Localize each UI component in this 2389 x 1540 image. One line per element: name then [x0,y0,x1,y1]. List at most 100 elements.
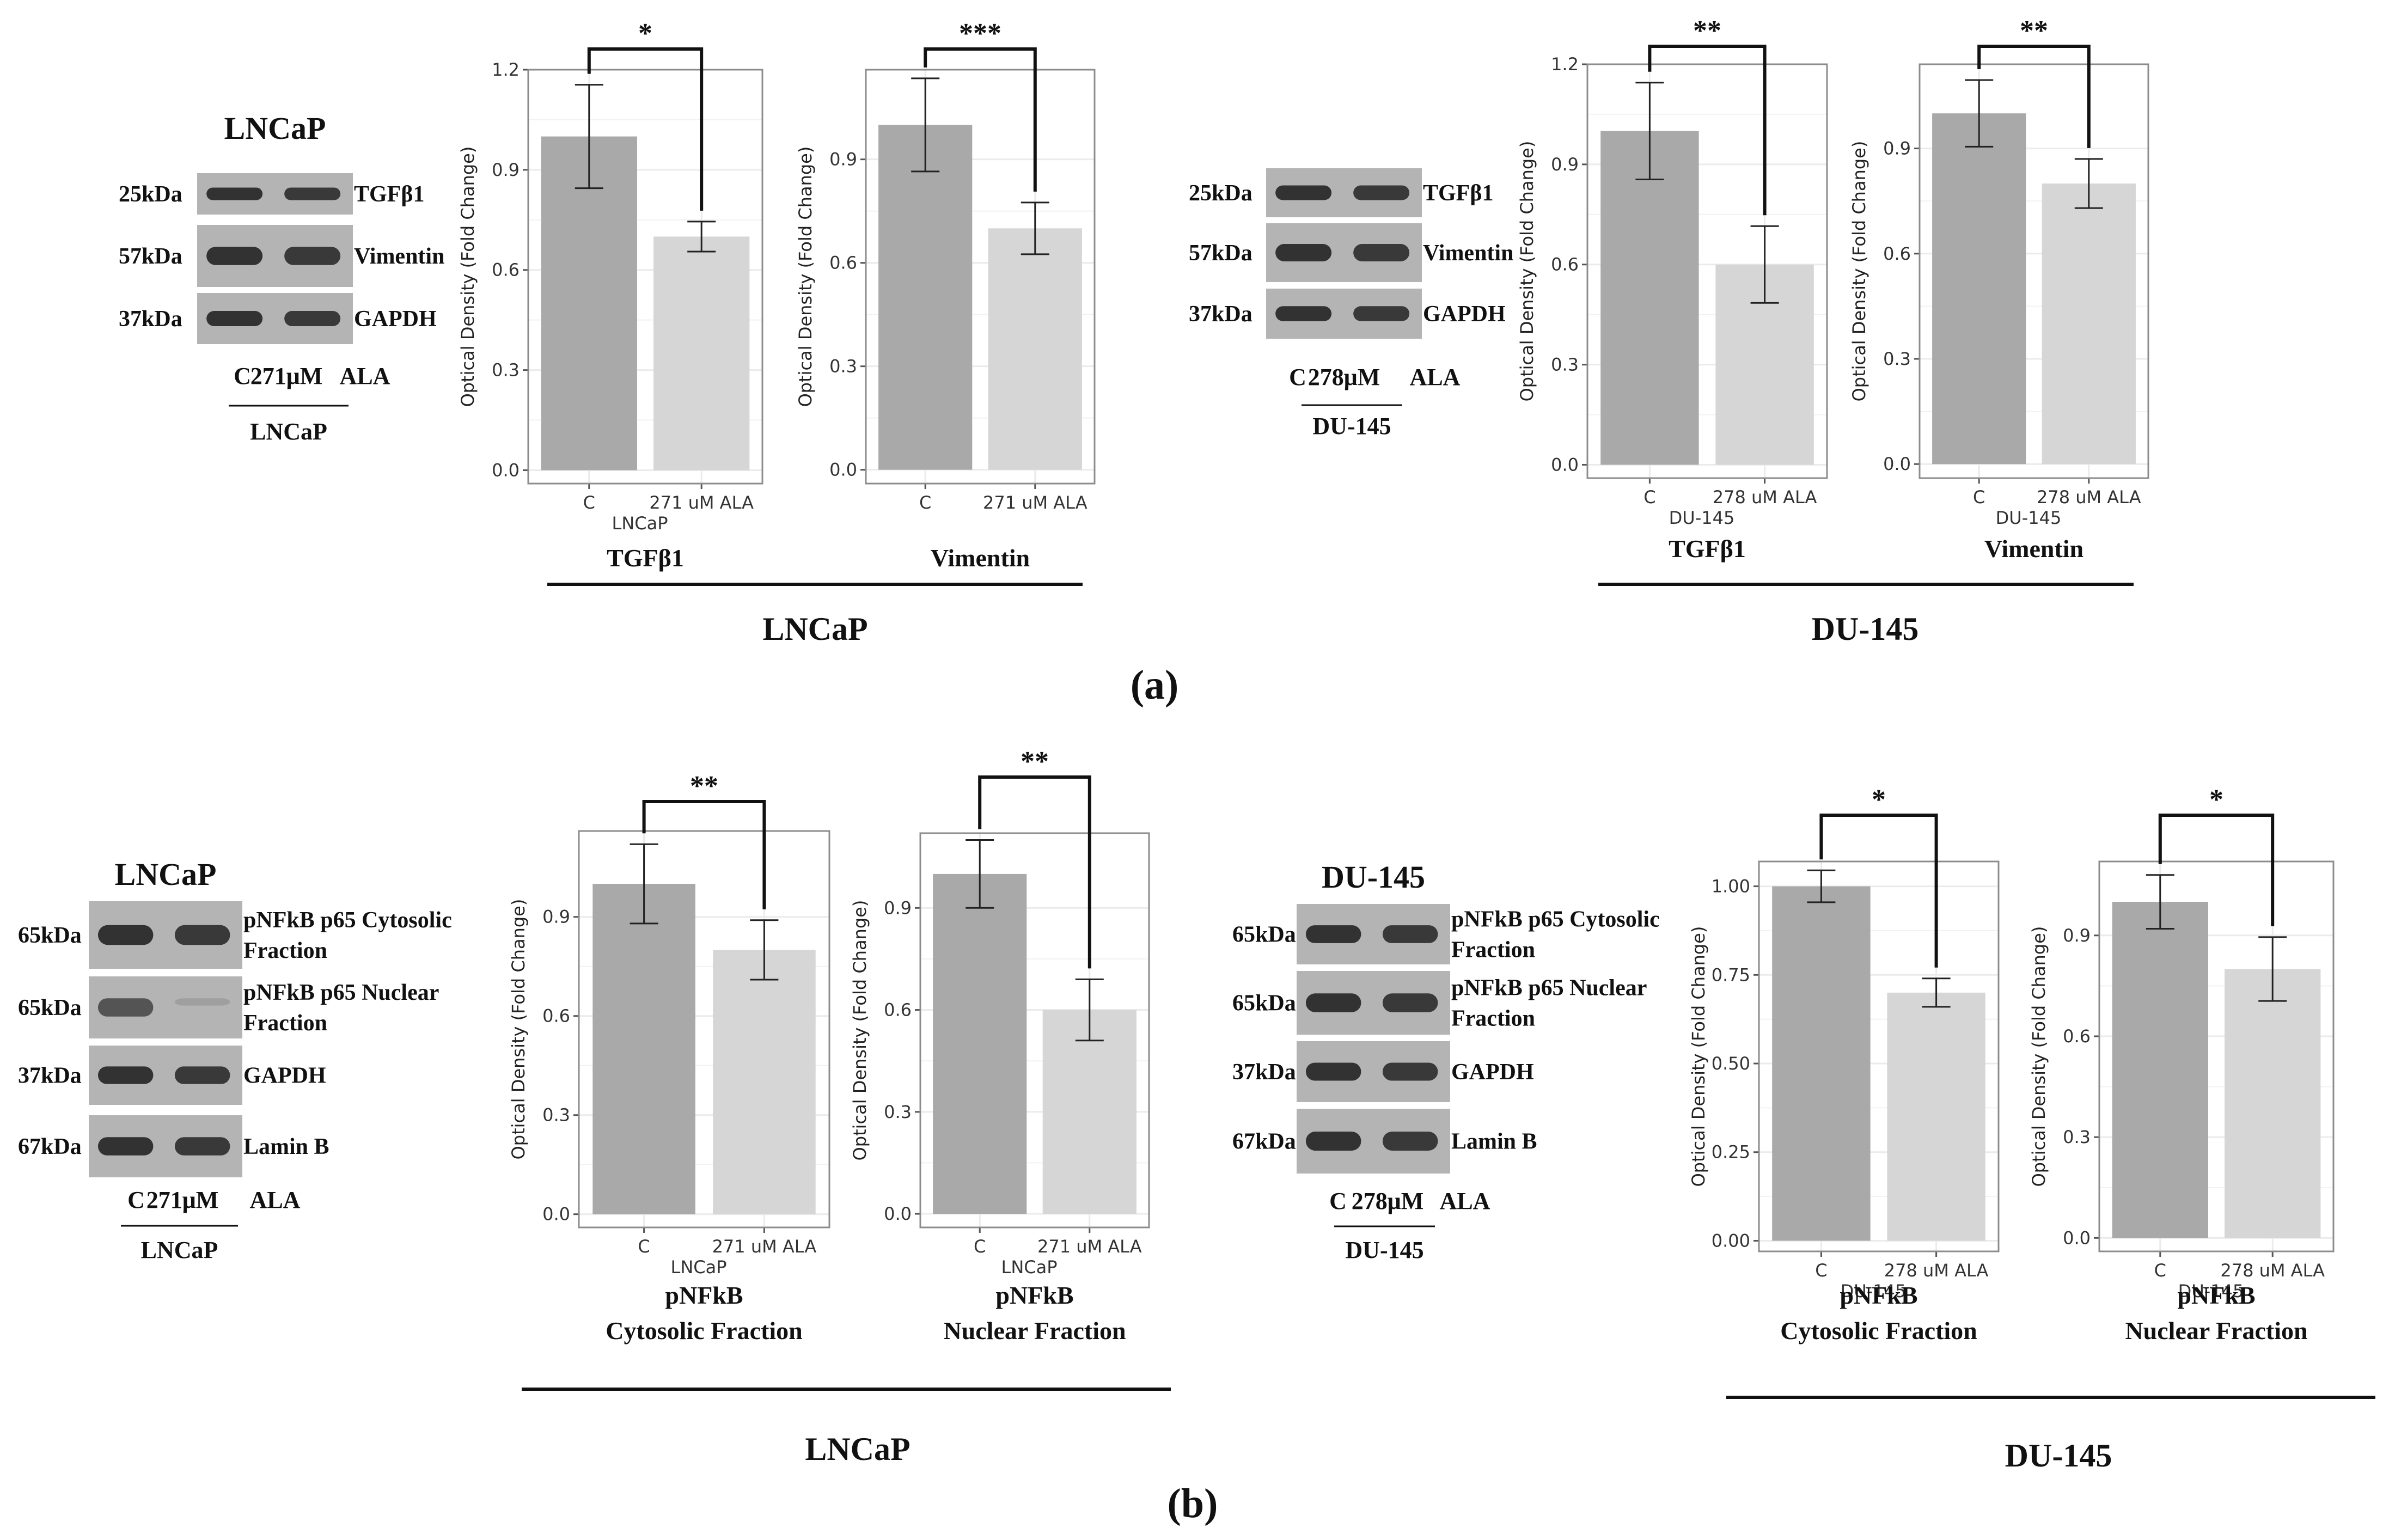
y-axis-label: Optical Density (Fold Change) [2028,926,2049,1187]
chart-caption: pNFkB [995,1281,1073,1309]
y-tick-label: 0.0 [829,460,857,480]
x-tick-label: C [1643,487,1655,508]
blot-band [206,311,263,326]
blot-cell-label: LNCaP [141,1237,218,1263]
y-tick-label: 0.9 [492,160,520,180]
bar [592,884,695,1214]
blot-band [97,1137,154,1156]
blot-band [1382,1132,1438,1151]
x-axis-sublabel: LNCaP [612,513,668,534]
blot-band [1353,185,1410,200]
bar [933,873,1027,1214]
molecular-weight-label: 65kDa [18,995,82,1020]
lane-label: 271μM [250,363,322,389]
plot-frame [527,69,763,485]
group-label: DU-145 [2005,1438,2112,1474]
molecular-weight-label: 57kDa [119,244,182,269]
x-axis-sublabel: DU-145 [2178,1281,2244,1301]
molecular-weight-label: 67kDa [1232,1129,1296,1154]
x-tick-label: C [919,492,931,513]
blot-title: LNCaP [224,111,326,146]
protein-label: GAPDH [354,307,437,332]
chart-caption: Nuclear Fraction [2125,1317,2307,1345]
significance-bracket [978,775,1091,969]
blot-band [206,187,263,200]
x-tick-label: 278 uM ALA [2220,1260,2325,1281]
significance-bracket [1977,45,2091,148]
molecular-weight-label: 25kDa [119,182,182,207]
blot-cell-label: DU-145 [1345,1237,1423,1263]
x-tick-label: 278 uM ALA [1713,487,1817,508]
bar [1887,992,1985,1241]
significance-bracket [1648,45,1767,216]
chart-group [523,47,763,489]
plot-frame [2098,860,2335,1252]
y-tick-label: 0.6 [1883,243,1911,264]
blot-band [97,1066,154,1084]
plot-frame [1918,63,2149,479]
molecular-weight-label: 25kDa [1189,181,1252,206]
y-tick-label: 0.9 [1551,154,1579,175]
y-tick-label: 1.2 [1551,54,1579,75]
lane-label: 278μM [1308,364,1380,390]
blot-band [1275,185,1332,200]
significance-marker: ** [2020,15,2048,46]
lane-label: ALA [1410,364,1461,390]
lane-label: C [1289,364,1306,390]
blot-title: LNCaP [115,857,217,892]
blot-cell-label: LNCaP [250,418,327,445]
significance-bracket [924,47,1037,192]
x-tick-label: 271 uM ALA [649,492,754,513]
protein-label: GAPDH [243,1064,326,1089]
y-tick-label: 0.0 [1883,454,1911,474]
chart-caption: Vimentin [1984,535,2083,563]
lane-label: 278μM [1352,1188,1423,1214]
molecular-weight-label: 67kDa [18,1134,82,1159]
bar [1772,886,1871,1241]
protein-label: Fraction [243,938,327,963]
blot-band [1305,1062,1361,1081]
blot-band [1382,925,1438,943]
chart-group [2094,814,2335,1257]
y-axis-label: Optical Density (Fold Change) [508,899,529,1160]
chart-caption: pNFkB [665,1281,743,1309]
y-tick-label: 0.6 [1551,254,1579,275]
chart-group [1753,814,2000,1257]
significance-marker: * [638,18,652,49]
blot-band [1353,306,1410,321]
y-axis-label: Optical Density (Fold Change) [1517,141,1537,402]
group-label: DU-145 [1812,611,1919,647]
blot-band [1275,306,1332,321]
blot-band [97,925,154,945]
y-tick-label: 0.3 [492,360,520,381]
bar [988,228,1082,470]
molecular-weight-label: 57kDa [1189,241,1252,266]
chart-group [1914,45,2149,484]
lane-label: ALA [1440,1188,1490,1214]
y-tick-label: 0.3 [542,1105,570,1126]
x-axis-sublabel: LNCaP [670,1257,726,1278]
protein-label: Fraction [1451,1006,1535,1031]
y-tick-label: 0.3 [1883,349,1911,369]
bar [1932,113,2026,465]
y-tick-label: 0.3 [829,356,857,377]
y-tick-label: 0.0 [2063,1227,2091,1248]
molecular-weight-label: 65kDa [1232,991,1296,1016]
y-tick-label: 0.6 [884,1000,912,1020]
blot-title: DU-145 [1322,859,1425,895]
chart-caption: pNFkB [2177,1281,2255,1309]
protein-label: Lamin B [243,1134,329,1159]
x-tick-label: 278 uM ALA [2037,487,2141,508]
significance-marker: * [1872,784,1886,815]
significance-marker: ** [1021,746,1049,777]
blot-band [174,925,230,945]
protein-label: GAPDH [1451,1060,1534,1085]
plot-frame [1586,63,1828,479]
lane-label: C [127,1187,145,1213]
x-axis-sublabel: DU-145 [1669,508,1735,528]
blot-band [1275,244,1332,261]
plot-frame [1758,860,2000,1252]
y-tick-label: 0.6 [492,260,520,280]
x-tick-label: C [974,1236,986,1257]
